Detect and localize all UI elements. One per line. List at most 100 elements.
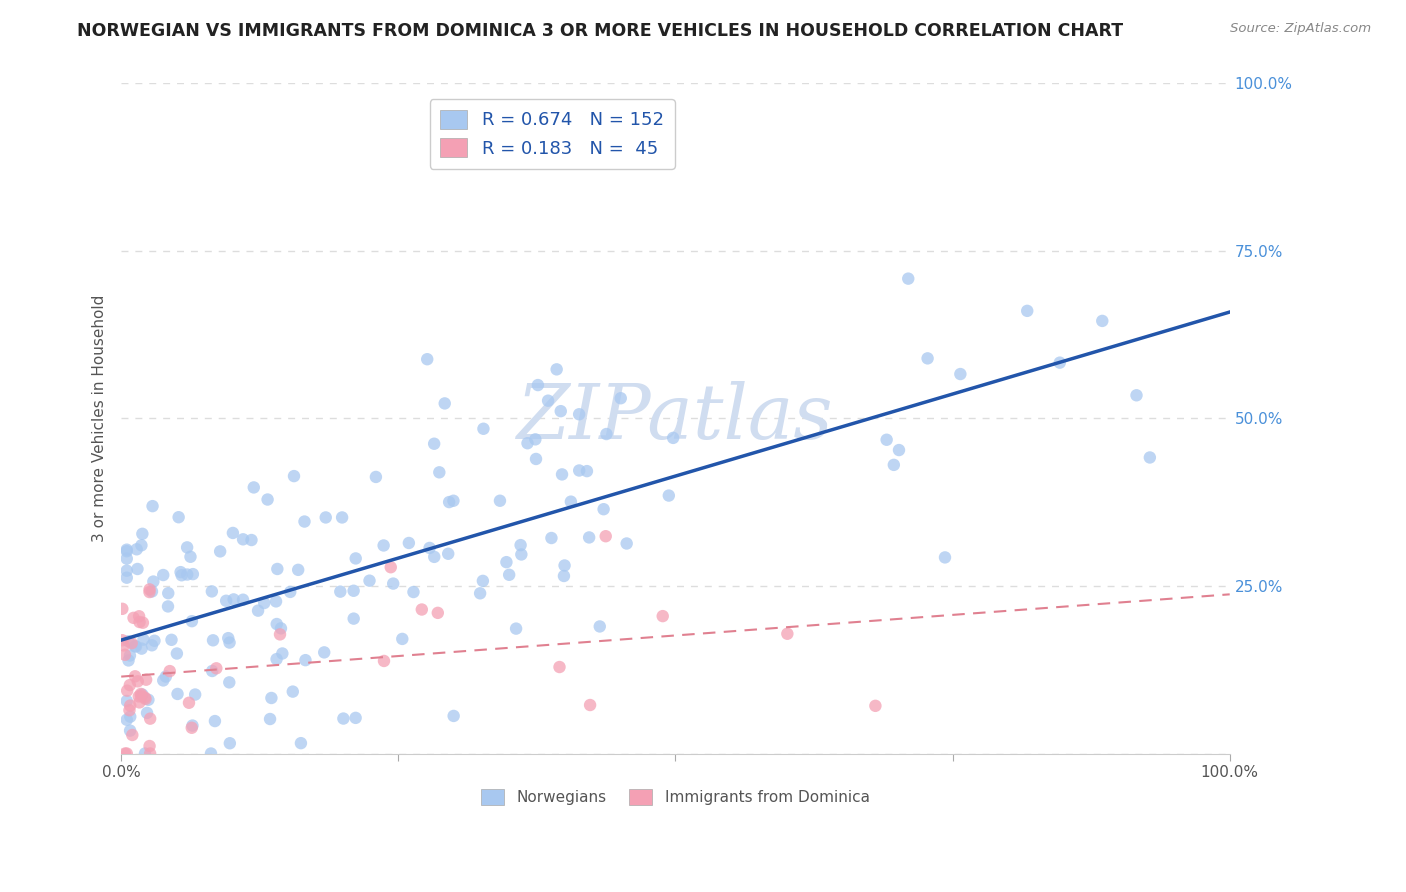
Point bbox=[560, 494, 582, 508]
Point bbox=[554, 558, 576, 573]
Text: Source: ZipAtlas.com: Source: ZipAtlas.com bbox=[1230, 22, 1371, 36]
Point bbox=[138, 582, 160, 597]
Point bbox=[141, 584, 163, 599]
Point bbox=[115, 564, 138, 578]
Point bbox=[128, 615, 150, 629]
Point bbox=[204, 714, 226, 728]
Point bbox=[159, 664, 181, 678]
Point bbox=[568, 463, 591, 477]
Point bbox=[136, 706, 159, 720]
Point bbox=[437, 495, 460, 509]
Point bbox=[416, 352, 439, 367]
Point bbox=[876, 433, 898, 447]
Point bbox=[315, 510, 337, 524]
Point bbox=[135, 673, 157, 687]
Text: ZIPatlas: ZIPatlas bbox=[517, 382, 834, 456]
Point bbox=[259, 712, 281, 726]
Point bbox=[294, 653, 316, 667]
Point bbox=[568, 407, 591, 421]
Point bbox=[115, 683, 138, 698]
Point bbox=[135, 692, 157, 706]
Point bbox=[253, 596, 276, 610]
Point bbox=[287, 563, 309, 577]
Point bbox=[256, 492, 278, 507]
Point bbox=[143, 633, 166, 648]
Point bbox=[359, 574, 381, 588]
Point bbox=[134, 747, 156, 761]
Point bbox=[546, 362, 568, 376]
Point bbox=[240, 533, 263, 547]
Point bbox=[344, 711, 367, 725]
Point bbox=[281, 684, 304, 698]
Point bbox=[177, 696, 200, 710]
Point bbox=[402, 585, 425, 599]
Point bbox=[115, 694, 138, 708]
Point bbox=[129, 687, 152, 701]
Point bbox=[290, 736, 312, 750]
Point bbox=[505, 622, 527, 636]
Point bbox=[128, 695, 150, 709]
Point bbox=[138, 585, 160, 599]
Point bbox=[271, 647, 294, 661]
Point bbox=[141, 638, 163, 652]
Point bbox=[232, 533, 254, 547]
Point bbox=[1049, 356, 1071, 370]
Point bbox=[589, 619, 612, 633]
Point bbox=[111, 633, 134, 648]
Point bbox=[423, 436, 446, 450]
Point bbox=[115, 544, 138, 558]
Point bbox=[128, 690, 150, 704]
Point bbox=[122, 611, 145, 625]
Point bbox=[472, 422, 495, 436]
Point bbox=[200, 747, 222, 761]
Point bbox=[537, 393, 560, 408]
Point bbox=[222, 525, 245, 540]
Point bbox=[218, 635, 240, 649]
Point bbox=[887, 443, 910, 458]
Point bbox=[411, 602, 433, 616]
Point bbox=[283, 469, 305, 483]
Point bbox=[498, 567, 520, 582]
Point bbox=[468, 586, 491, 600]
Point bbox=[1091, 314, 1114, 328]
Point bbox=[865, 698, 887, 713]
Point bbox=[120, 698, 142, 713]
Point bbox=[1125, 388, 1147, 402]
Point bbox=[218, 675, 240, 690]
Point bbox=[270, 621, 292, 635]
Point bbox=[176, 541, 198, 555]
Point bbox=[427, 466, 450, 480]
Point bbox=[115, 571, 138, 585]
Point bbox=[180, 614, 202, 628]
Point bbox=[242, 480, 264, 494]
Point bbox=[278, 585, 301, 599]
Point bbox=[934, 550, 956, 565]
Point bbox=[121, 728, 143, 742]
Point bbox=[124, 669, 146, 683]
Point bbox=[266, 562, 288, 576]
Point bbox=[553, 569, 575, 583]
Point bbox=[495, 555, 517, 569]
Point bbox=[264, 594, 287, 608]
Point bbox=[329, 584, 352, 599]
Point bbox=[155, 669, 177, 683]
Point bbox=[437, 547, 460, 561]
Point bbox=[883, 458, 905, 472]
Point bbox=[527, 378, 550, 392]
Point bbox=[398, 536, 420, 550]
Point bbox=[132, 632, 155, 647]
Point bbox=[551, 467, 574, 482]
Point bbox=[382, 576, 405, 591]
Point bbox=[127, 674, 149, 689]
Point bbox=[373, 654, 395, 668]
Point bbox=[169, 565, 191, 579]
Point bbox=[651, 609, 673, 624]
Point bbox=[166, 647, 188, 661]
Point bbox=[343, 583, 366, 598]
Point bbox=[592, 502, 614, 516]
Point bbox=[471, 574, 494, 588]
Point bbox=[364, 470, 387, 484]
Point bbox=[160, 632, 183, 647]
Point bbox=[132, 615, 155, 630]
Point bbox=[550, 404, 572, 418]
